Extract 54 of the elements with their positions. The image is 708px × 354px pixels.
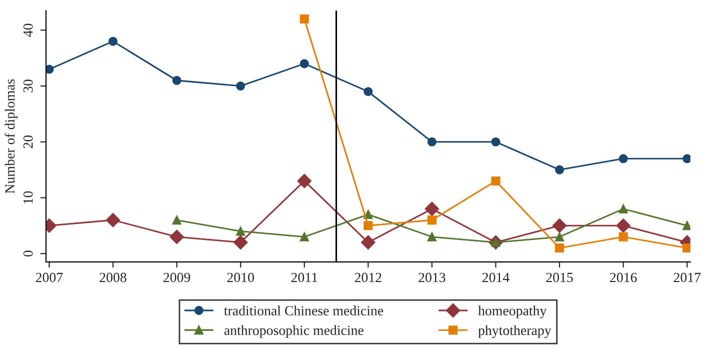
y-tick-label: 30: [23, 80, 33, 92]
y-tick-label: 10: [23, 191, 33, 204]
x-tick-label: 2007: [36, 272, 63, 282]
point: [552, 218, 567, 233]
x-tick-label: 2013: [418, 272, 446, 282]
x-tick-label: 2016: [610, 272, 637, 282]
point: [300, 232, 309, 242]
point: [297, 174, 312, 188]
point: [616, 218, 630, 233]
legend-label: traditional Chinese medicine: [224, 306, 384, 316]
point: [618, 232, 628, 242]
point: [364, 221, 373, 230]
x-tick-label: 2014: [482, 272, 510, 282]
point: [682, 154, 690, 164]
point: [618, 154, 628, 164]
point: [46, 64, 54, 74]
point: [555, 243, 564, 253]
legend-label: anthroposophic medicine: [224, 325, 364, 338]
point: [427, 137, 436, 146]
point: [170, 230, 184, 244]
point: [236, 82, 246, 91]
point: [682, 243, 690, 253]
x-tick-label: 2017: [674, 272, 701, 282]
point: [424, 202, 440, 216]
legend-label: homeopathy: [478, 306, 547, 318]
point: [106, 212, 120, 228]
point: [172, 76, 182, 85]
point: [555, 232, 564, 242]
point: [300, 14, 309, 24]
point: [491, 176, 500, 186]
x-tick-label: 2011: [291, 272, 318, 282]
point: [555, 165, 564, 174]
y-tick-label: 0: [23, 250, 33, 257]
point: [618, 204, 628, 214]
x-tick-label: 2012: [354, 272, 382, 282]
point: [364, 87, 373, 96]
point: [427, 232, 436, 242]
point: [427, 216, 436, 225]
point: [361, 235, 376, 250]
point: [234, 235, 248, 250]
y-axis-title: Number of diplomas: [4, 79, 18, 194]
x-tick-label: 2009: [164, 272, 190, 282]
point: [172, 216, 182, 225]
y-tick-label: 40: [23, 24, 33, 37]
x-tick-label: 2015: [546, 272, 573, 282]
legend-label: phytotherapy: [478, 325, 552, 338]
point: [300, 59, 309, 68]
y-tick-label: 20: [23, 135, 33, 148]
x-tick-label: 2008: [100, 272, 126, 282]
point: [108, 36, 118, 46]
x-tick-label: 2010: [227, 272, 254, 282]
point: [236, 226, 246, 236]
point: [682, 221, 690, 230]
point: [491, 137, 500, 146]
